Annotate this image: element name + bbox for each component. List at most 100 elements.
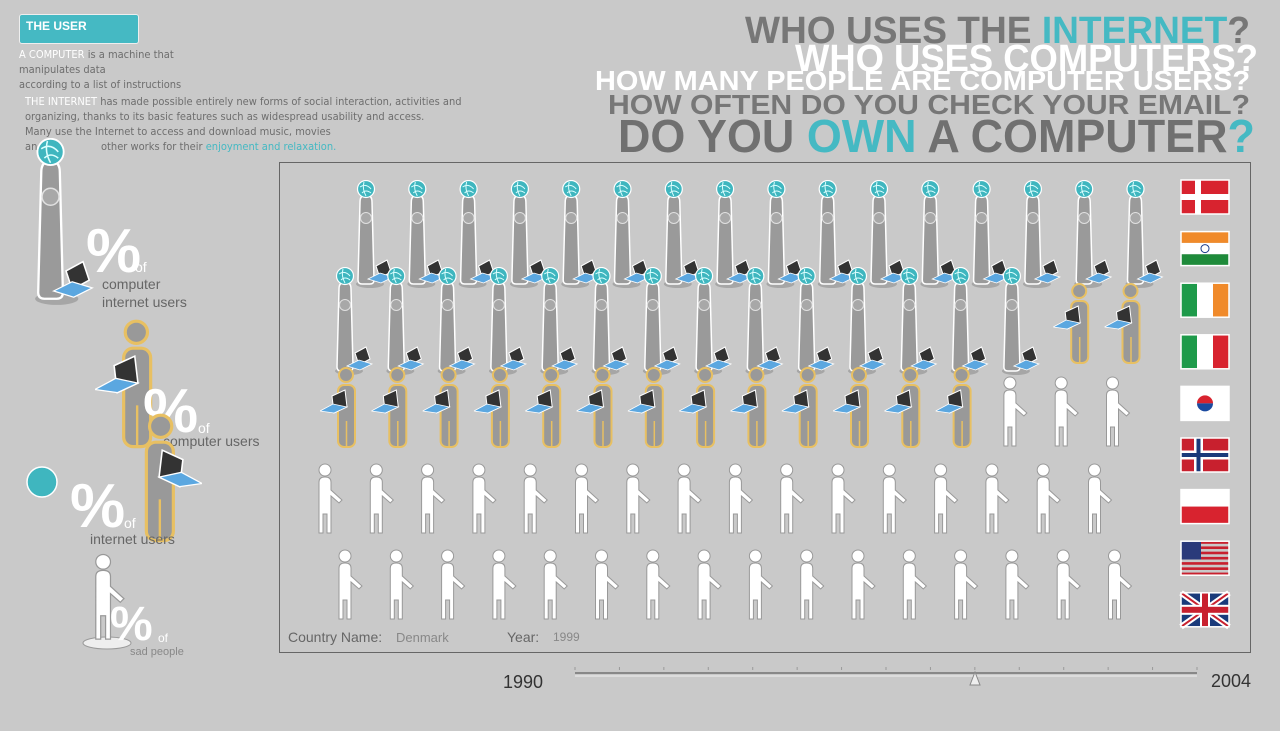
figure <box>833 367 869 448</box>
figure <box>1003 376 1028 447</box>
flag-stripe <box>1181 242 1229 255</box>
legend-label: internet users <box>102 294 187 310</box>
flag[interactable] <box>1180 488 1230 525</box>
flag-stripe <box>1181 562 1229 565</box>
tab[interactable]: THE USER <box>19 14 139 44</box>
figure <box>626 463 651 534</box>
legend-symbol: % <box>110 598 153 651</box>
flag-border <box>1180 437 1230 473</box>
figure <box>1022 180 1061 289</box>
figure <box>677 463 702 534</box>
slider-knob[interactable] <box>969 670 981 686</box>
figure <box>543 549 568 620</box>
flag-stripe <box>1181 489 1229 507</box>
flag-cross <box>1181 453 1229 457</box>
flag-wheel <box>1200 244 1210 254</box>
legend-of: of <box>135 259 147 275</box>
flag-emblem <box>1197 403 1213 412</box>
flag-border <box>1180 282 1230 318</box>
figure <box>421 463 446 534</box>
figure <box>627 367 664 448</box>
figure <box>356 180 394 289</box>
figure <box>612 180 651 289</box>
figure <box>473 367 510 448</box>
flag-border <box>1180 334 1230 370</box>
figure <box>902 549 927 620</box>
legend-symbol: % <box>70 472 125 541</box>
figure <box>371 367 408 448</box>
headline: WHO USES COMPUTERS? <box>795 38 1258 80</box>
figure <box>458 180 497 289</box>
flag-stripe <box>1181 231 1229 243</box>
figure <box>728 463 753 534</box>
figure <box>1056 549 1081 620</box>
flag-border <box>1180 179 1230 215</box>
headline: HOW OFTEN DO YOU CHECK YOUR EMAIL? <box>608 89 1250 120</box>
flag-stripe <box>1213 334 1229 369</box>
term: A COMPUTER <box>19 48 85 61</box>
legend-label: computer users <box>163 433 259 449</box>
slider-ticks <box>574 667 1198 670</box>
flag[interactable] <box>1180 437 1230 473</box>
figure <box>509 180 548 289</box>
figure <box>1088 463 1112 534</box>
figure <box>575 463 599 534</box>
country-value: Denmark <box>396 630 449 645</box>
flag[interactable] <box>1180 334 1230 370</box>
figure <box>1054 376 1079 447</box>
headline-part: DO YOU <box>618 110 807 162</box>
intro-line: A COMPUTER is a machine that <box>19 48 174 61</box>
flag-stripe <box>1181 546 1229 550</box>
figure <box>730 367 767 448</box>
figure <box>766 180 805 289</box>
legend-of: of <box>198 420 210 436</box>
slider-end: 2004 <box>1211 671 1251 691</box>
flag[interactable] <box>1180 540 1230 576</box>
flag-stripe <box>1181 283 1197 318</box>
flag[interactable] <box>1180 282 1230 318</box>
figure <box>715 180 753 289</box>
flag[interactable] <box>1180 230 1230 267</box>
figure <box>851 549 876 620</box>
figure <box>338 549 363 620</box>
flag-stripe <box>1181 572 1229 576</box>
headline-part: WHO USES THE <box>745 10 1042 52</box>
figure <box>525 367 562 448</box>
flag-stripe <box>1181 541 1229 544</box>
flag-stripe <box>1181 254 1229 266</box>
figure <box>407 180 446 289</box>
figure <box>320 367 356 448</box>
flags <box>1179 179 1231 630</box>
figure <box>935 367 972 448</box>
headline-part: ? <box>1227 10 1250 52</box>
flag[interactable] <box>1179 590 1231 630</box>
headline-part: ? <box>1228 110 1255 162</box>
legend-symbol: % <box>86 217 141 286</box>
figure <box>869 180 907 289</box>
legend-of: of <box>124 515 136 531</box>
legend-figure <box>33 138 94 307</box>
flag[interactable] <box>1180 385 1230 422</box>
flag-emblem <box>1197 395 1213 404</box>
figure <box>1005 549 1030 620</box>
figure <box>1125 180 1164 289</box>
figure <box>1074 180 1112 289</box>
country-label: Country Name: <box>288 629 382 645</box>
figure <box>595 549 619 620</box>
link[interactable]: enjoyment and relaxation. <box>205 140 337 153</box>
year-value: 1999 <box>553 630 580 644</box>
text: is a machine that <box>84 48 174 61</box>
flag-border <box>1180 488 1230 525</box>
figure <box>954 549 979 620</box>
figure <box>817 180 856 289</box>
figure <box>318 463 343 534</box>
legend: % of computer internet users % of comput… <box>26 138 259 658</box>
flag[interactable] <box>1180 179 1230 215</box>
figure <box>780 463 805 534</box>
figure <box>576 367 613 448</box>
headlines: WHO USES THE INTERNET? WHO USES COMPUTER… <box>595 10 1258 162</box>
intro-line: according to a list of instructions <box>19 78 182 91</box>
figure <box>561 180 599 289</box>
figure <box>697 549 722 620</box>
